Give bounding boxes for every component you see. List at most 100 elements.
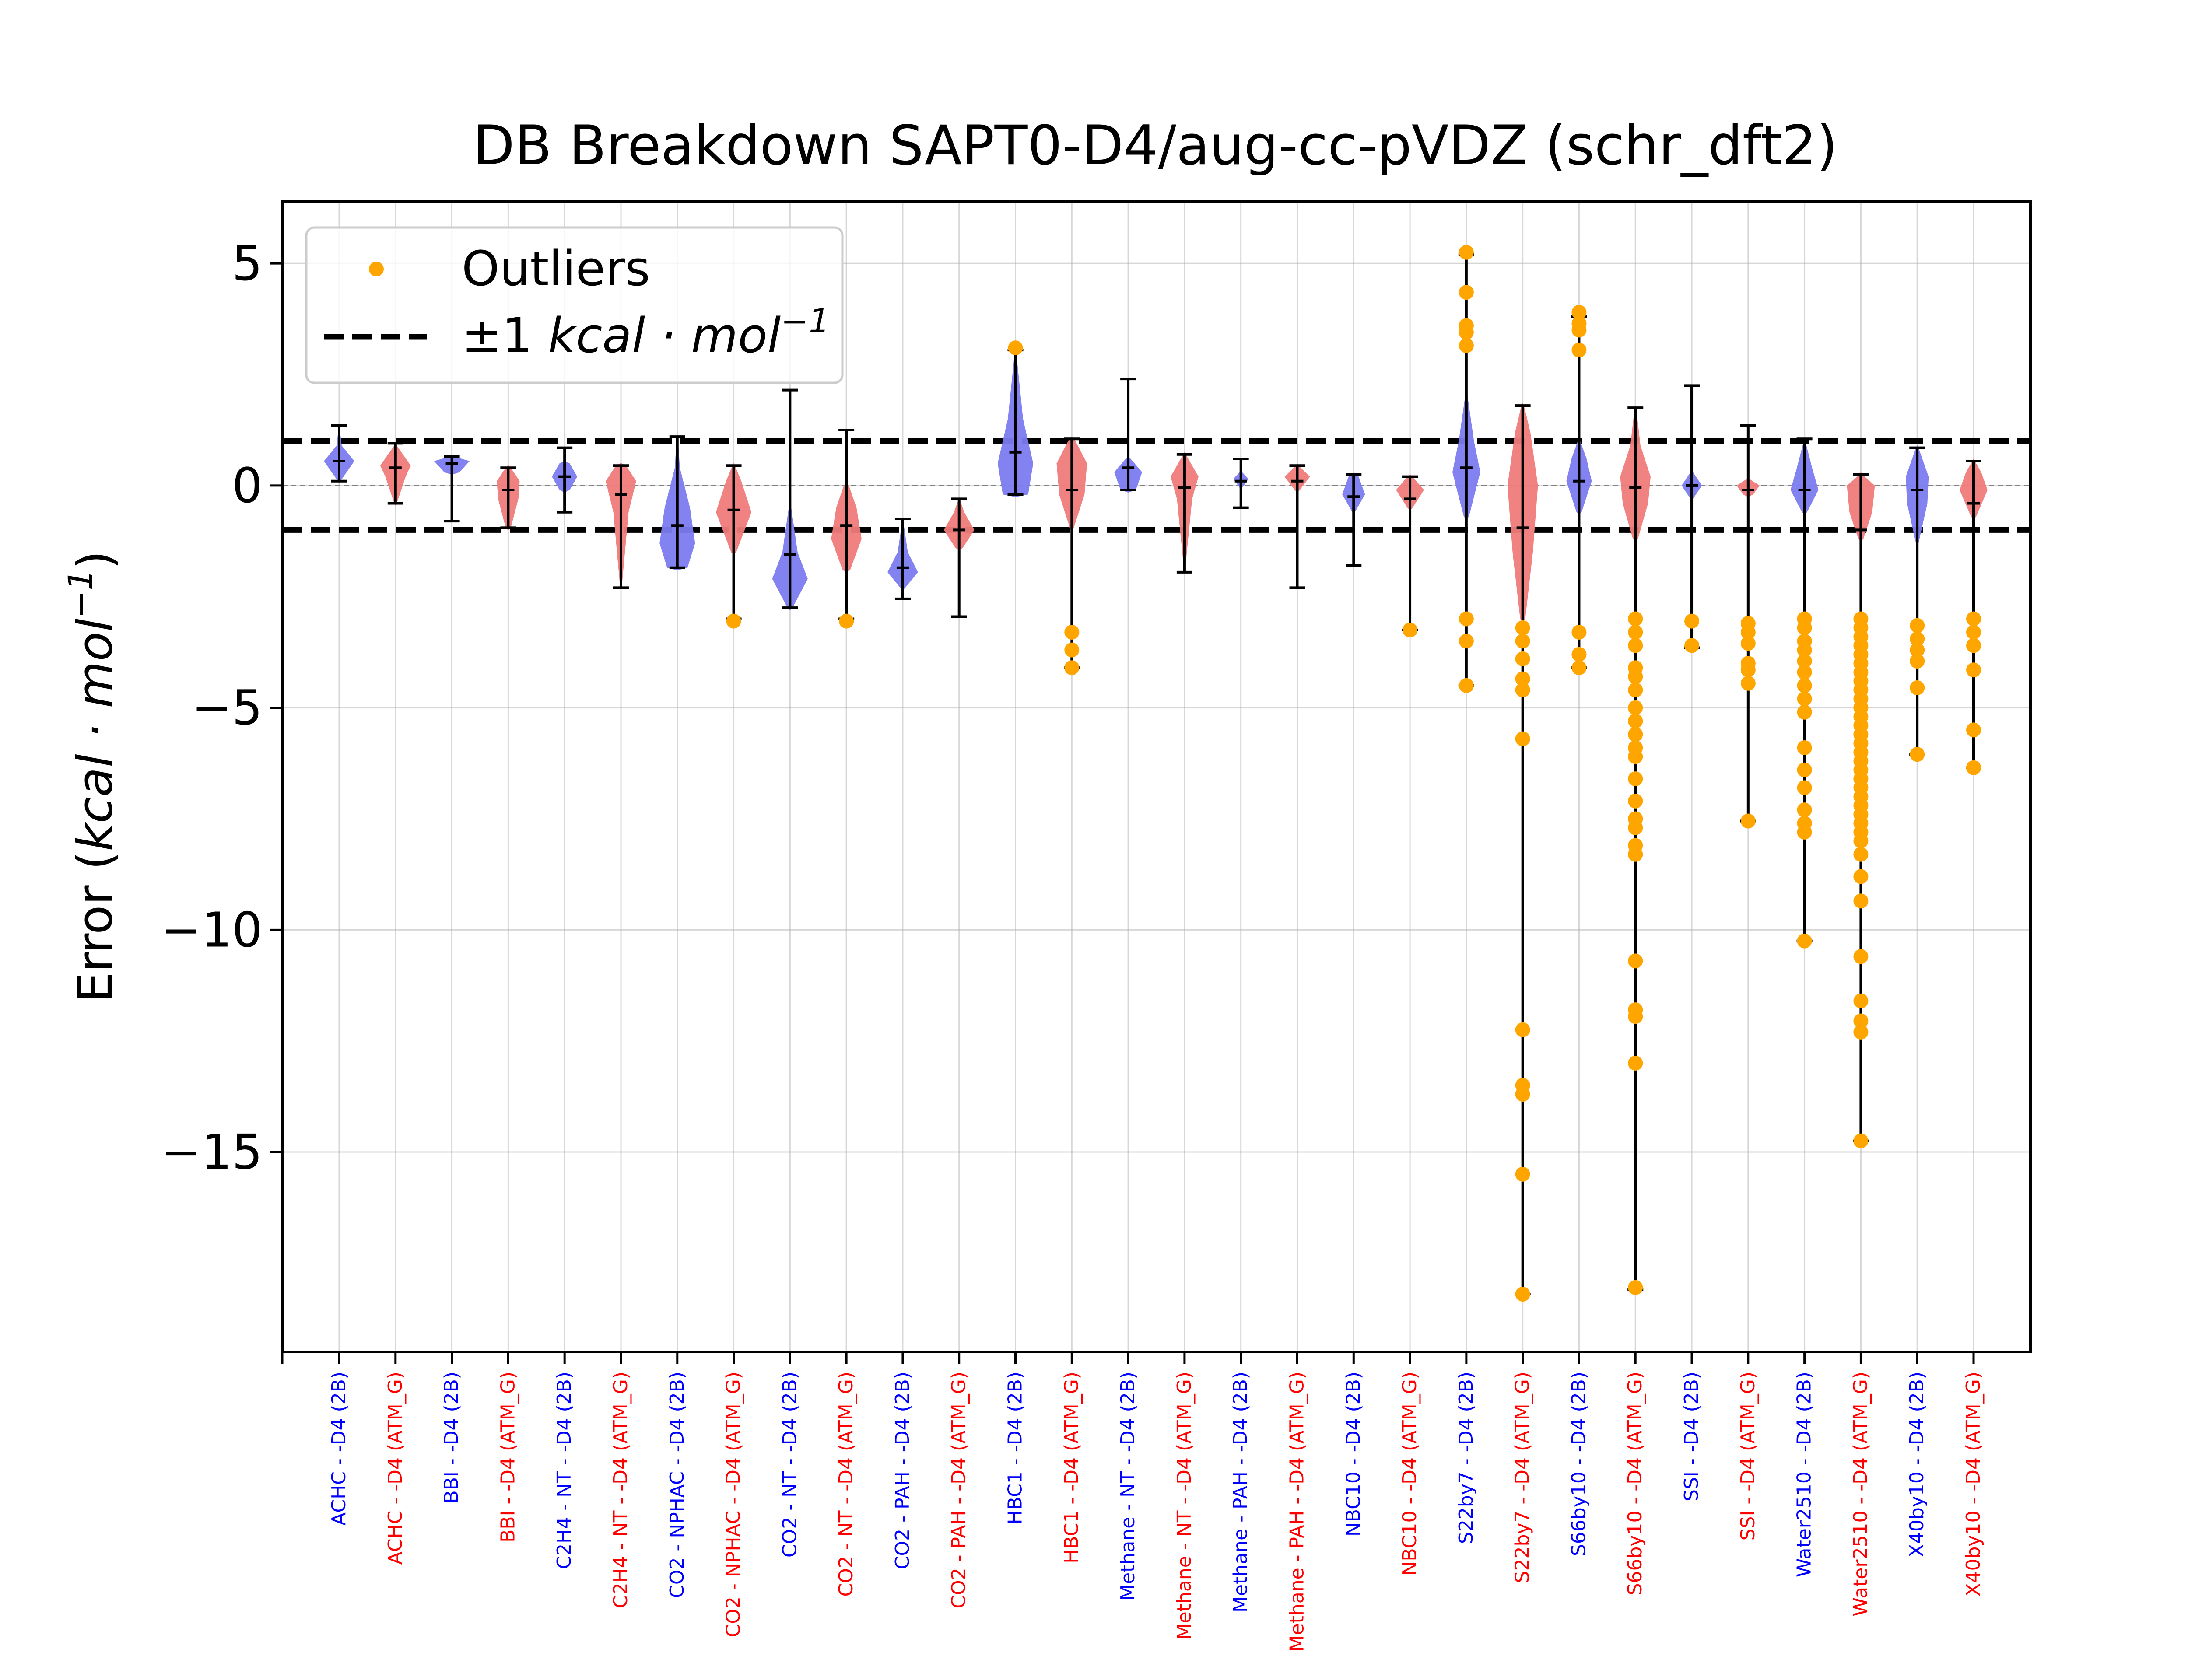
outlier-point	[1628, 749, 1643, 764]
x-tick-label: C2H4 - NT - -D4 (2B)	[553, 1372, 575, 1569]
outlier-point	[1459, 634, 1474, 649]
outlier-point	[1740, 662, 1756, 678]
outlier-point	[1797, 933, 1812, 948]
x-axis-ticks: ACHC - -D4 (2B) ACHC - -D4 (ATM_G) BBI - -…	[281, 1352, 1985, 1652]
x-tick-label: Water2510 - -D4 (ATM_G)	[1849, 1372, 1872, 1617]
x-tick-label: S22by7 - -D4 (2B)	[1455, 1372, 1477, 1544]
outlier-point	[1853, 847, 1869, 862]
outlier-point	[1853, 1013, 1869, 1029]
x-tick-label: CO2 - PAH - -D4 (2B)	[891, 1372, 914, 1569]
chart-title: DB Breakdown SAPT0-D4/aug-cc-pVDZ (schr_…	[473, 114, 1838, 177]
outlier-point	[1740, 624, 1756, 640]
x-tick-label: HBC1 - -D4 (ATM_G)	[1060, 1372, 1083, 1564]
x-tick-label: CO2 - NPHAC - -D4 (2B)	[666, 1372, 688, 1598]
outlier-point	[1628, 714, 1643, 729]
outlier-point	[1797, 740, 1812, 755]
outlier-point	[1515, 651, 1530, 666]
outlier-point	[1628, 847, 1643, 862]
x-tick-label: BBI - -D4 (2B)	[441, 1372, 463, 1503]
outlier-point	[1797, 802, 1812, 818]
outlier-point	[1797, 653, 1812, 668]
outlier-point	[1628, 638, 1643, 653]
outlier-point	[1628, 771, 1643, 787]
x-tick-label: Methane - PAH - -D4 (2B)	[1230, 1372, 1252, 1613]
x-tick-label: ACHC - -D4 (ATM_G)	[384, 1372, 407, 1564]
legend-outliers-label: Outliers	[462, 241, 650, 297]
outlier-point	[1628, 727, 1643, 742]
outlier-point	[1853, 833, 1869, 849]
outlier-point	[1797, 762, 1812, 777]
x-tick-label: NBC10 - -D4 (2B)	[1342, 1372, 1364, 1536]
outlier-point	[1628, 793, 1643, 808]
legend-band-label-exponent: −1	[781, 301, 830, 340]
y-tick-label: 5	[232, 235, 263, 291]
x-tick-label: HBC1 - -D4 (2B)	[1004, 1372, 1027, 1524]
y-axis-label-unit: kcal · mol	[67, 618, 123, 851]
outlier-point	[1515, 634, 1530, 649]
outlier-point	[1628, 700, 1643, 715]
outlier-point	[1966, 638, 1981, 653]
outlier-point	[1797, 678, 1812, 693]
legend-box	[305, 226, 844, 384]
outlier-point	[1910, 631, 1925, 647]
x-tick-label: X40by10 - -D4 (2B)	[1906, 1372, 1928, 1557]
x-tick-label: C2H4 - NT - -D4 (ATM_G)	[610, 1372, 632, 1608]
outlier-point	[1008, 340, 1023, 356]
outlier-point	[1853, 993, 1869, 1008]
outlier-point	[1571, 624, 1587, 640]
outlier-point	[1459, 611, 1474, 626]
outlier-point	[1459, 338, 1474, 354]
outlier-point	[1571, 322, 1587, 338]
outlier-point	[1628, 624, 1643, 640]
violins	[324, 350, 1988, 622]
outlier-point	[1797, 780, 1812, 795]
outlier-point	[1571, 304, 1587, 320]
x-tick-label: SSI - -D4 (ATM_G)	[1737, 1372, 1759, 1540]
x-tick-label: CO2 - NT - -D4 (2B)	[778, 1372, 801, 1558]
outlier-point	[1853, 1024, 1869, 1040]
outlier-point	[1628, 820, 1643, 835]
outlier-point	[1910, 642, 1925, 658]
outlier-point	[1515, 671, 1530, 686]
outlier-point	[726, 613, 741, 629]
x-tick-label: Methane - NT - -D4 (2B)	[1117, 1372, 1139, 1601]
outlier-point	[1740, 676, 1756, 691]
outlier-point	[1910, 680, 1925, 695]
outlier-point	[1459, 245, 1474, 260]
outlier-point	[1966, 722, 1981, 738]
outlier-point	[1515, 731, 1530, 746]
outlier-point	[1966, 611, 1981, 626]
legend-band-label-prefix: ±1	[462, 308, 548, 364]
grid-lines	[282, 201, 2030, 1352]
outlier-point	[1064, 624, 1080, 640]
legend: Outliers ±1 kcal · mol−1	[305, 226, 844, 384]
outlier-point	[1797, 691, 1812, 707]
outlier-point	[1628, 669, 1643, 684]
y-axis-label-exponent: −1	[61, 569, 100, 618]
outlier-point	[1628, 1280, 1643, 1295]
outlier-point	[1515, 1286, 1530, 1302]
x-tick-label: NBC10 - -D4 (ATM_G)	[1399, 1372, 1421, 1576]
outlier-point	[1571, 647, 1587, 662]
outlier-point	[1515, 1166, 1530, 1182]
outlier-point	[1740, 636, 1756, 651]
outlier-point	[1966, 624, 1981, 640]
legend-outlier-marker	[369, 262, 384, 276]
outlier-point	[1459, 678, 1474, 693]
outlier-point	[1853, 893, 1869, 909]
x-tick-label: Methane - PAH - -D4 (ATM_G)	[1286, 1372, 1308, 1652]
outlier-point	[839, 613, 854, 629]
outlier-point	[1628, 1009, 1643, 1024]
x-tick-label: ACHC - -D4 (2B)	[328, 1372, 350, 1526]
outlier-point	[1853, 869, 1869, 884]
outlier-point	[1064, 660, 1080, 676]
y-tick-label: −5	[192, 680, 263, 736]
y-tick-label: −15	[161, 1124, 263, 1180]
outlier-point	[1797, 620, 1812, 635]
legend-band-label: ±1 kcal · mol−1	[462, 301, 830, 364]
outlier-point	[1684, 613, 1700, 629]
outlier-point	[1459, 325, 1474, 340]
y-tick-label: −10	[161, 902, 263, 958]
outlier-point	[1064, 642, 1080, 658]
